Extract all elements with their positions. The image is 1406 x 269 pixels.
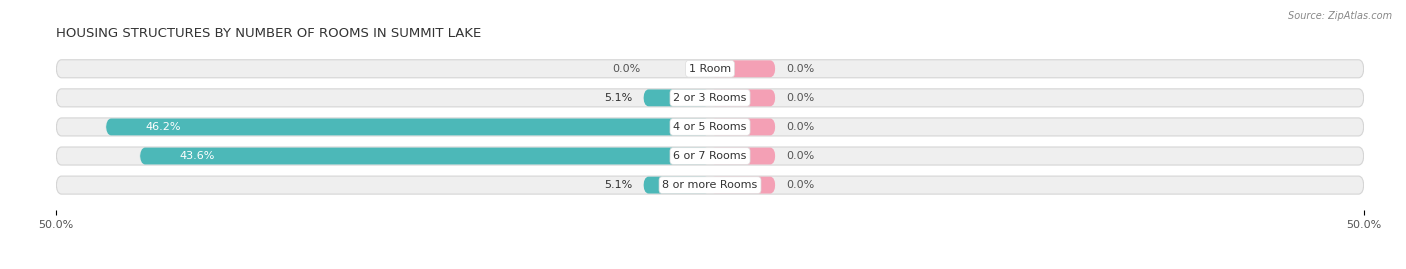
- Text: 46.2%: 46.2%: [145, 122, 180, 132]
- Text: 5.1%: 5.1%: [605, 93, 633, 103]
- FancyBboxPatch shape: [105, 119, 710, 135]
- Text: 6 or 7 Rooms: 6 or 7 Rooms: [673, 151, 747, 161]
- Text: 0.0%: 0.0%: [786, 122, 814, 132]
- FancyBboxPatch shape: [710, 60, 776, 77]
- Text: 4 or 5 Rooms: 4 or 5 Rooms: [673, 122, 747, 132]
- Text: 1 Room: 1 Room: [689, 64, 731, 74]
- FancyBboxPatch shape: [56, 60, 1364, 78]
- Text: 43.6%: 43.6%: [179, 151, 215, 161]
- FancyBboxPatch shape: [644, 89, 710, 106]
- FancyBboxPatch shape: [710, 177, 776, 193]
- Text: 0.0%: 0.0%: [786, 93, 814, 103]
- FancyBboxPatch shape: [141, 148, 710, 164]
- Text: 0.0%: 0.0%: [613, 64, 641, 74]
- FancyBboxPatch shape: [56, 176, 1364, 194]
- Text: HOUSING STRUCTURES BY NUMBER OF ROOMS IN SUMMIT LAKE: HOUSING STRUCTURES BY NUMBER OF ROOMS IN…: [56, 27, 481, 40]
- Text: Source: ZipAtlas.com: Source: ZipAtlas.com: [1288, 11, 1392, 21]
- FancyBboxPatch shape: [56, 147, 1364, 165]
- Text: 0.0%: 0.0%: [786, 64, 814, 74]
- FancyBboxPatch shape: [56, 89, 1364, 107]
- FancyBboxPatch shape: [710, 148, 776, 164]
- Text: 2 or 3 Rooms: 2 or 3 Rooms: [673, 93, 747, 103]
- FancyBboxPatch shape: [644, 177, 710, 193]
- Text: 8 or more Rooms: 8 or more Rooms: [662, 180, 758, 190]
- FancyBboxPatch shape: [56, 118, 1364, 136]
- Text: 0.0%: 0.0%: [786, 151, 814, 161]
- Text: 0.0%: 0.0%: [786, 180, 814, 190]
- FancyBboxPatch shape: [710, 119, 776, 135]
- FancyBboxPatch shape: [710, 89, 776, 106]
- Text: 5.1%: 5.1%: [605, 180, 633, 190]
